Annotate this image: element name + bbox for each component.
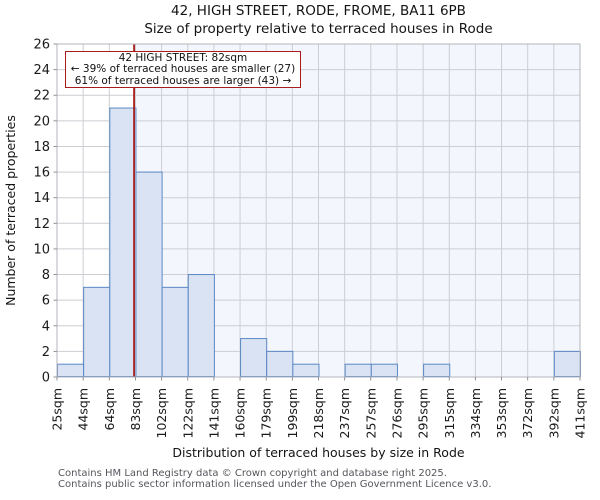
x-tick-label: 237sqm (337, 388, 352, 438)
y-tick-label: 0 (42, 371, 50, 386)
x-tick-label: 411sqm (573, 388, 588, 438)
x-tick-label: 257sqm (363, 388, 378, 438)
x-tick-label: 276sqm (389, 388, 404, 438)
x-tick-label: 334sqm (468, 388, 483, 438)
attribution-line-1: Contains HM Land Registry data © Crown c… (58, 468, 447, 479)
histogram-bar (370, 363, 398, 378)
annotation-smaller-line: ← 39% of terraced houses are smaller (27… (70, 63, 296, 76)
x-tick-label: 141sqm (206, 388, 221, 438)
page-subtitle: Size of property relative to terraced ho… (144, 21, 493, 37)
page-title: 42, HIGH STREET, RODE, FROME, BA11 6PB (171, 3, 466, 19)
y-tick-label: 24 (33, 63, 50, 78)
x-tick-label: 218sqm (311, 388, 326, 438)
annotation-larger-line: 61% of terraced houses are larger (43) → (74, 74, 292, 87)
x-tick-label: 160sqm (233, 388, 248, 438)
y-tick-label: 2 (42, 345, 50, 360)
y-tick-label: 16 (33, 166, 50, 181)
y-axis-title: Number of terraced properties (3, 115, 18, 306)
histogram-bar (161, 286, 189, 378)
histogram-bar (57, 363, 85, 378)
histogram-bar (553, 350, 581, 377)
x-tick-label: 199sqm (285, 388, 300, 438)
x-tick-label: 295sqm (416, 388, 431, 438)
y-tick-label: 4 (42, 319, 50, 334)
x-tick-label: 315sqm (442, 388, 457, 438)
histogram-bar (83, 286, 111, 378)
histogram-bar (135, 171, 163, 377)
x-tick-label: 102sqm (154, 388, 169, 438)
y-tick-label: 22 (33, 89, 50, 104)
x-tick-label: 64sqm (102, 388, 117, 431)
y-tick-label: 8 (42, 268, 50, 283)
annotation-property-line: 42 HIGH STREET: 82sqm (118, 52, 248, 64)
histogram-bar (240, 338, 268, 378)
x-axis-title: Distribution of terraced houses by size … (172, 445, 465, 460)
y-tick-label: 12 (33, 217, 50, 232)
x-tick-label: 122sqm (180, 388, 195, 438)
y-tick-label: 6 (42, 294, 50, 309)
y-tick-label: 26 (33, 38, 50, 53)
x-tick-label: 83sqm (128, 388, 143, 431)
histogram-bar (266, 350, 294, 377)
annotation-box: 42 HIGH STREET: 82sqm ← 39% of terraced … (65, 51, 301, 88)
attribution-line-2: Contains public sector information licen… (58, 479, 492, 490)
x-tick-label: 372sqm (520, 388, 535, 438)
x-tick-label: 353sqm (494, 388, 509, 438)
x-tick-label: 25sqm (50, 388, 65, 431)
y-tick-label: 10 (33, 242, 50, 257)
y-tick-label: 20 (33, 114, 50, 129)
histogram-bar (187, 274, 215, 377)
x-tick-label: 44sqm (76, 388, 91, 431)
y-tick-label: 14 (33, 191, 50, 206)
y-tick-label: 18 (33, 140, 50, 155)
attribution-footer: Contains HM Land Registry data © Crown c… (58, 468, 598, 490)
histogram-bar (292, 363, 320, 378)
x-tick-label: 179sqm (259, 388, 274, 438)
histogram-bar (423, 363, 451, 378)
histogram-bar (109, 107, 137, 378)
x-tick-label: 392sqm (546, 388, 561, 438)
histogram-bar (344, 363, 372, 378)
